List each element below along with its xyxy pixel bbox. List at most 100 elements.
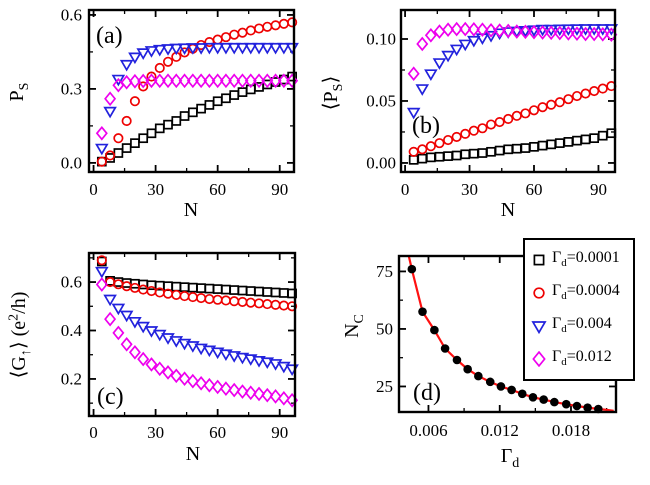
square-marker-icon xyxy=(580,134,591,145)
diamond-marker-icon xyxy=(467,21,480,37)
diamond-marker-icon xyxy=(228,382,241,398)
square-marker-icon xyxy=(533,254,545,266)
circle-marker-icon xyxy=(270,299,281,310)
panel-a-frame xyxy=(87,8,296,174)
dot-marker-icon xyxy=(507,385,516,395)
legend-entry-0: Γd=0.0001 xyxy=(531,247,633,273)
triangle-down-marker-icon xyxy=(161,333,175,345)
x-tick-label: 60 xyxy=(209,423,226,442)
triangle-down-marker-icon xyxy=(219,42,233,55)
diamond-marker-icon xyxy=(562,26,575,41)
square-marker-icon xyxy=(187,107,198,118)
triangle-down-marker-icon xyxy=(169,43,184,56)
series-diamond xyxy=(95,73,299,141)
circle-marker-icon xyxy=(138,284,149,295)
y-tick-label: 0.05 xyxy=(366,91,396,110)
panel-b: 0 30 60 90 0.00 0.05 0.10 N ⟨PS⟩ (b) xyxy=(320,8,619,221)
triangle-down-marker-icon xyxy=(111,74,126,87)
triangle-down-marker-icon xyxy=(177,338,192,351)
diamond-marker-icon xyxy=(244,385,257,401)
x-tick-label: 90 xyxy=(590,180,607,199)
square-marker-icon xyxy=(287,71,297,82)
triangle-down-marker-icon xyxy=(95,266,109,279)
diamond-marker-icon xyxy=(579,26,592,42)
square-marker-icon xyxy=(179,111,190,121)
diamond-marker-icon xyxy=(485,22,498,38)
triangle-down-marker-icon xyxy=(252,42,266,55)
circle-marker-icon xyxy=(237,27,248,38)
triangle-down-marker-icon xyxy=(152,44,167,57)
circle-marker-icon xyxy=(113,133,124,144)
square-marker-icon xyxy=(237,87,248,97)
x-axis-label: N xyxy=(186,443,200,465)
legend-label-1: Γd=0.0004 xyxy=(552,282,620,303)
diamond-marker-icon xyxy=(407,66,420,82)
diamond-marker-icon xyxy=(145,73,158,89)
x-tick-label: 90 xyxy=(271,423,288,442)
triangle-down-marker-icon xyxy=(144,46,159,58)
circle-marker-icon xyxy=(451,131,462,142)
diamond-marker-icon xyxy=(253,73,266,89)
triangle-down-marker-icon xyxy=(128,52,142,65)
diamond-marker-icon xyxy=(195,375,208,391)
circle-marker-icon xyxy=(204,293,215,305)
square-marker-icon xyxy=(589,133,600,144)
diamond-marker-icon xyxy=(104,91,117,107)
diamond-marker-icon xyxy=(170,368,183,384)
x-tick-label: 0.012 xyxy=(481,421,519,440)
x-tick-label: 60 xyxy=(525,180,542,199)
circle-marker-icon xyxy=(434,138,445,149)
square-marker-icon xyxy=(572,135,582,146)
diamond-marker-icon xyxy=(286,73,299,89)
dot-marker-icon xyxy=(572,401,582,411)
triangle-down-marker-icon xyxy=(268,42,283,55)
series-triangle-down xyxy=(95,266,299,377)
diamond-marker-icon xyxy=(277,390,290,406)
diamond-marker-icon xyxy=(153,73,166,89)
triangle-down-marker-icon xyxy=(177,43,192,56)
square-marker-icon xyxy=(546,139,557,150)
circle-marker-icon xyxy=(494,116,505,128)
square-marker-icon xyxy=(460,149,471,160)
square-marker-icon xyxy=(154,123,165,134)
panel-b-frame xyxy=(399,8,617,174)
circle-marker-icon xyxy=(154,62,165,73)
y-tick-label: 0.6 xyxy=(61,273,82,292)
triangle-down-marker-icon xyxy=(227,42,241,55)
circle-marker-icon xyxy=(113,279,124,290)
circle-marker-icon xyxy=(245,25,256,36)
diamond-marker-icon xyxy=(269,73,282,89)
diamond-marker-icon xyxy=(178,73,191,89)
square-marker-icon xyxy=(262,287,273,297)
diamond-marker-icon xyxy=(195,73,208,89)
circle-marker-icon xyxy=(511,110,522,121)
square-marker-icon xyxy=(171,116,182,126)
diamond-marker-icon xyxy=(95,125,108,141)
legend-label-0: Γd=0.0001 xyxy=(552,249,620,270)
diamond-marker-icon xyxy=(459,21,472,37)
panel-letter-b: (b) xyxy=(412,113,440,139)
y-tick-label: 75 xyxy=(376,262,393,281)
triangle-down-marker-icon xyxy=(424,69,438,81)
square-marker-icon xyxy=(187,282,198,293)
circle-marker-icon xyxy=(96,156,107,167)
circle-marker-icon xyxy=(171,289,182,300)
square-marker-icon xyxy=(494,145,505,156)
circle-marker-icon xyxy=(220,32,231,43)
circle-marker-icon xyxy=(146,71,157,82)
square-marker-icon xyxy=(245,286,256,296)
diamond-marker-icon xyxy=(128,73,141,89)
triangle-down-marker-icon xyxy=(578,24,593,36)
dot-marker-icon xyxy=(440,344,450,353)
diamond-marker-icon xyxy=(545,25,558,41)
diamond-marker-icon xyxy=(261,73,274,89)
series-diamond xyxy=(407,21,618,82)
diamond-marker-icon xyxy=(120,336,133,352)
panel-a: 0 30 60 90 0.0 0.3 0.6 N PS (a) xyxy=(6,5,299,221)
diamond-marker-icon xyxy=(236,73,249,89)
triangle-down-marker-icon xyxy=(219,349,233,362)
triangle-down-marker-icon xyxy=(161,44,175,56)
diamond-marker-icon xyxy=(493,23,506,38)
diamond-marker-icon xyxy=(536,25,549,40)
triangle-down-marker-icon xyxy=(415,84,430,96)
